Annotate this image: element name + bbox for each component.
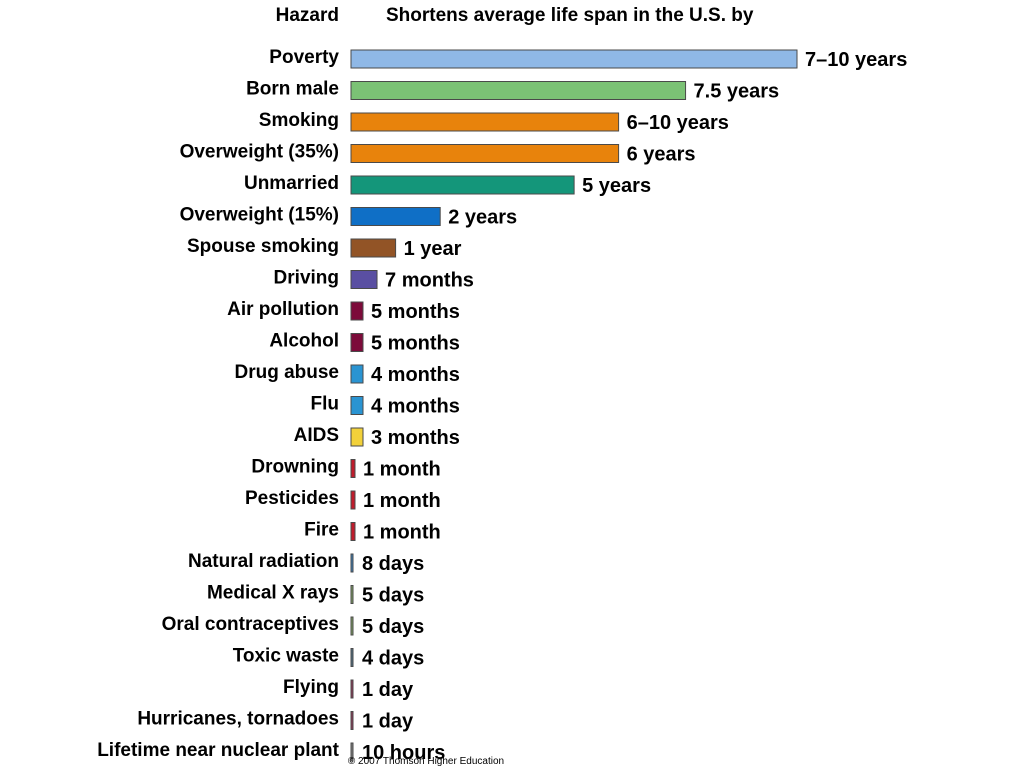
bar-pesticides: [350, 490, 356, 510]
category-label-flu: Flu: [311, 394, 340, 415]
category-label-aids: AIDS: [294, 425, 339, 446]
value-label-hurricanes-tornadoes: 1 day: [362, 711, 414, 733]
bar-aids: [350, 427, 364, 447]
bar-lifetime-near-nuclear-plant: [350, 742, 354, 762]
bar-fire: [350, 522, 356, 541]
bar-smoking: [350, 112, 620, 132]
category-label-overweight-15: Overweight (15%): [180, 205, 339, 226]
category-label-unmarried: Unmarried: [244, 173, 339, 194]
bar-overweight-35: [350, 144, 620, 163]
bar-unmarried: [350, 175, 575, 195]
bar-drowning: [350, 459, 356, 478]
value-label-natural-radiation: 8 days: [362, 553, 424, 575]
category-label-poverty: Poverty: [269, 47, 339, 68]
category-labels: Poverty Born male Smoking Overweight (35%) U…: [97, 47, 339, 761]
bar-flu: [350, 396, 364, 415]
value-header: Shortens average life span in the U.S. b…: [386, 5, 754, 26]
value-label-toxic-waste: 4 days: [362, 648, 424, 670]
bar-driving: [350, 270, 378, 289]
category-label-flying: Flying: [283, 677, 339, 698]
category-label-smoking: Smoking: [259, 110, 339, 131]
value-label-pesticides: 1 month: [363, 490, 441, 512]
value-label-born-male: 7.5 years: [694, 81, 780, 103]
bar-flying: [350, 679, 354, 699]
category-label-toxic-waste: Toxic waste: [233, 646, 339, 667]
bar-overweight-15: [350, 207, 441, 226]
value-label-flu: 4 months: [371, 396, 460, 418]
bar-oral-contraceptives: [350, 616, 354, 636]
bar-spouse-smoking: [350, 238, 397, 258]
value-label-oral-contraceptives: 5 days: [362, 616, 424, 638]
category-header: Hazard: [276, 5, 339, 26]
category-label-air-pollution: Air pollution: [227, 299, 339, 320]
category-label-drowning: Drowning: [251, 457, 339, 478]
bar-air-pollution: [350, 301, 364, 321]
category-label-hurricanes-tornadoes: Hurricanes, tornadoes: [137, 709, 339, 730]
value-label-overweight-35: 6 years: [627, 144, 696, 166]
category-label-overweight-35: Overweight (35%): [180, 142, 339, 163]
category-label-oral-contraceptives: Oral contraceptives: [162, 614, 339, 635]
value-label-air-pollution: 5 months: [371, 301, 460, 323]
category-label-born-male: Born male: [246, 79, 339, 100]
bar-medical-x-rays: [350, 585, 354, 604]
category-label-natural-radiation: Natural radiation: [188, 551, 339, 572]
value-label-poverty: 7–10 years: [805, 49, 907, 71]
value-label-alcohol: 5 months: [371, 333, 460, 355]
bar-natural-radiation: [350, 553, 354, 573]
value-label-drowning: 1 month: [363, 459, 441, 481]
category-label-alcohol: Alcohol: [269, 331, 339, 352]
bar-alcohol: [350, 333, 364, 352]
value-label-aids: 3 months: [371, 427, 460, 449]
category-label-pesticides: Pesticides: [245, 488, 339, 509]
bar-hurricanes-tornadoes: [350, 711, 354, 730]
value-label-flying: 1 day: [362, 679, 414, 701]
category-label-medical-x-rays: Medical X rays: [207, 583, 339, 604]
value-label-driving: 7 months: [385, 270, 474, 292]
category-label-driving: Driving: [274, 268, 339, 289]
value-labels: 7–10 years 7.5 years 6–10 years 6 years 5 ye…: [362, 49, 907, 764]
bars: [350, 49, 798, 762]
category-label-drug-abuse: Drug abuse: [234, 362, 339, 383]
value-label-spouse-smoking: 1 year: [404, 238, 462, 260]
category-label-lifetime-near-nuclear-plant: Lifetime near nuclear plant: [97, 740, 339, 761]
category-label-spouse-smoking: Spouse smoking: [187, 236, 339, 257]
bar-poverty: [350, 49, 798, 69]
value-label-overweight-15: 2 years: [448, 207, 517, 229]
value-label-lifetime-near-nuclear-plant: 10 hours: [362, 742, 445, 764]
category-label-fire: Fire: [304, 520, 339, 541]
bar-born-male: [350, 81, 687, 100]
value-label-smoking: 6–10 years: [627, 112, 729, 134]
value-label-fire: 1 month: [363, 522, 441, 544]
value-label-drug-abuse: 4 months: [371, 364, 460, 386]
value-label-unmarried: 5 years: [582, 175, 651, 197]
bar-drug-abuse: [350, 364, 364, 384]
value-label-medical-x-rays: 5 days: [362, 585, 424, 607]
bar-toxic-waste: [350, 648, 354, 667]
copyright-credit: © 2007 Thomson Higher Education: [348, 756, 504, 767]
